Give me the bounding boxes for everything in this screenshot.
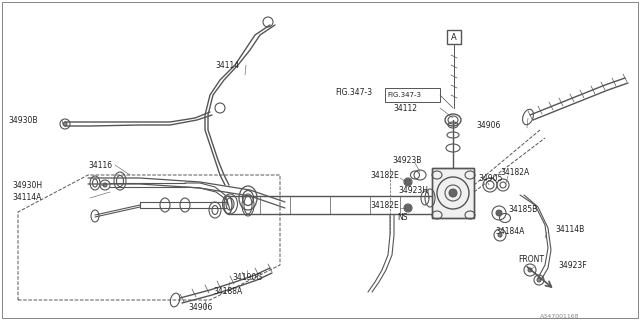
Text: 34182A: 34182A	[500, 167, 529, 177]
Text: 34188A: 34188A	[213, 286, 243, 295]
Text: 34114A: 34114A	[12, 194, 42, 203]
Text: A347001168: A347001168	[540, 314, 579, 318]
Text: 34906: 34906	[188, 303, 212, 313]
Text: 34906: 34906	[476, 121, 500, 130]
Text: FIG.347-3: FIG.347-3	[335, 87, 372, 97]
Text: 34114: 34114	[215, 60, 239, 69]
Circle shape	[103, 183, 107, 187]
Text: 34923H: 34923H	[398, 186, 428, 195]
Text: 34116: 34116	[88, 161, 112, 170]
Text: 34930B: 34930B	[8, 116, 38, 124]
Bar	[385, 88, 440, 102]
Bar	[432, 168, 474, 218]
Bar	[447, 30, 461, 44]
Text: FIG.347-3: FIG.347-3	[387, 92, 421, 98]
Text: 34190G: 34190G	[232, 274, 262, 283]
Circle shape	[498, 233, 502, 237]
Circle shape	[405, 179, 411, 185]
Text: 34923F: 34923F	[558, 260, 587, 269]
Text: 34905: 34905	[478, 173, 502, 182]
Circle shape	[449, 189, 457, 197]
Text: 34185B: 34185B	[508, 205, 537, 214]
Circle shape	[537, 278, 541, 282]
Text: 34923B: 34923B	[392, 156, 421, 164]
Text: NS: NS	[397, 213, 408, 222]
Bar	[432, 168, 474, 218]
Text: 34182E: 34182E	[370, 171, 399, 180]
Circle shape	[405, 205, 411, 211]
Text: 34184A: 34184A	[495, 228, 524, 236]
Text: 34112: 34112	[393, 103, 417, 113]
Text: FRONT: FRONT	[518, 255, 544, 265]
Circle shape	[528, 268, 532, 272]
Circle shape	[496, 210, 502, 216]
Text: 34114B: 34114B	[555, 226, 584, 235]
Circle shape	[63, 122, 67, 126]
Text: 34930H: 34930H	[12, 180, 42, 189]
Text: 34182E: 34182E	[370, 201, 399, 210]
Text: A: A	[451, 33, 457, 42]
